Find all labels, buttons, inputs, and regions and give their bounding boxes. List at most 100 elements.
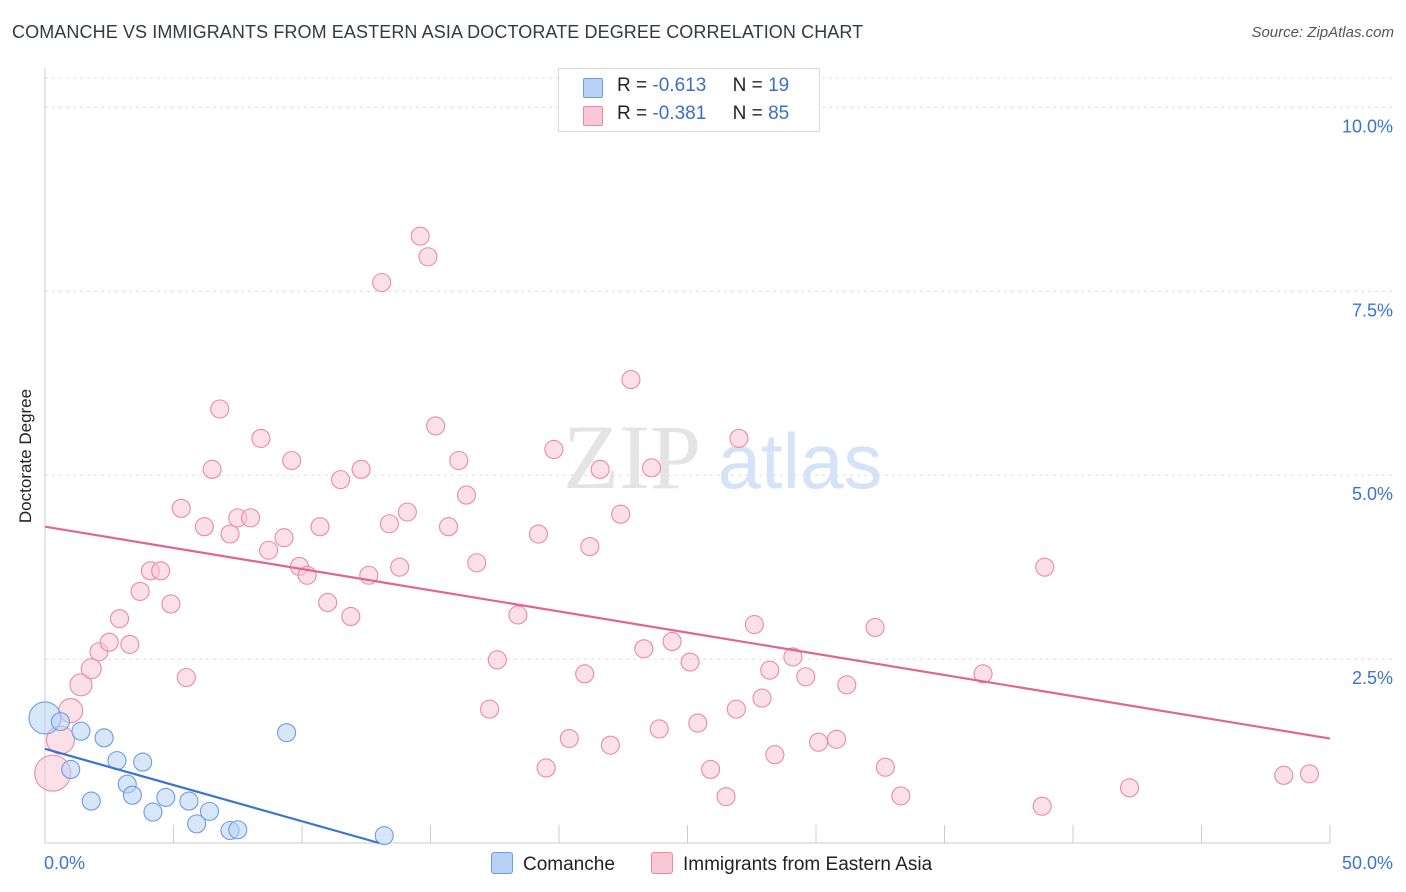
- eastern-asia-point: [318, 592, 338, 613]
- comanche-point: [122, 785, 142, 805]
- eastern-asia-point: [449, 450, 469, 471]
- watermark-zip: ZIP: [563, 406, 701, 508]
- eastern-asia-point: [688, 713, 708, 733]
- legend-r-label: R =: [617, 75, 648, 96]
- eastern-asia-point: [1035, 557, 1055, 577]
- comanche-point: [199, 801, 220, 821]
- eastern-asia-point: [590, 459, 610, 479]
- eastern-asia-point: [891, 786, 911, 806]
- correlation-legend: R = -0.613 N = 19 R = -0.381 N = 85: [558, 68, 820, 132]
- bottom-legend-label-comanche: Comanche: [523, 854, 615, 875]
- eastern-asia-point: [662, 631, 682, 652]
- eastern-asia-point: [865, 617, 885, 638]
- eastern-asia-point: [796, 667, 816, 687]
- eastern-asia-point: [379, 514, 399, 534]
- eastern-asia-point: [729, 428, 749, 448]
- bottom-legend-comanche[interactable]: Comanche: [491, 852, 615, 876]
- eastern-asia-point: [438, 517, 459, 537]
- eastern-asia-point: [241, 508, 261, 528]
- eastern-asia-point: [634, 639, 654, 659]
- eastern-asia-point: [760, 660, 780, 680]
- eastern-asia-point: [259, 540, 279, 560]
- eastern-asia-point: [372, 272, 392, 293]
- eastern-asia-point: [875, 757, 895, 777]
- legend-r-value: -0.613: [652, 75, 707, 96]
- eastern-asia-point: [621, 370, 641, 390]
- eastern-asia-point: [426, 416, 446, 436]
- y-tick-label: 5.0%: [1352, 484, 1393, 504]
- eastern-asia-point: [611, 504, 631, 524]
- eastern-asia-point: [274, 528, 294, 548]
- bottom-legend-swatch-eastern-asia: [651, 852, 673, 874]
- comanche-point: [133, 752, 153, 772]
- legend-n-label: N =: [732, 75, 763, 96]
- eastern-asia-point: [1299, 764, 1319, 784]
- eastern-asia-point: [649, 719, 669, 739]
- legend-r-label: R =: [617, 103, 648, 124]
- eastern-asia-point: [641, 458, 662, 478]
- eastern-asia-point: [528, 524, 548, 544]
- comanche-point: [61, 759, 81, 779]
- eastern-asia-point: [580, 537, 600, 557]
- eastern-asia-point: [390, 557, 410, 577]
- eastern-asia-point: [809, 732, 829, 752]
- eastern-asia-point: [837, 675, 857, 695]
- eastern-asia-point: [744, 614, 764, 635]
- eastern-asia-point: [575, 664, 595, 684]
- eastern-asia-point: [220, 524, 240, 544]
- eastern-asia-point: [487, 650, 507, 670]
- eastern-asia-point: [544, 439, 564, 460]
- watermark: ZIP atlas: [563, 406, 882, 508]
- eastern-asia-point: [680, 652, 700, 672]
- eastern-asia-point: [456, 485, 477, 505]
- chart-title: COMANCHE VS IMMIGRANTS FROM EASTERN ASIA…: [12, 22, 864, 42]
- source-label: Source: ZipAtlas.com: [1251, 24, 1394, 41]
- eastern-asia-point: [120, 634, 140, 654]
- y-tick-label: 7.5%: [1352, 300, 1393, 320]
- grid: [45, 77, 1392, 660]
- eastern-asia-point: [1032, 796, 1052, 816]
- bottom-legend-eastern-asia[interactable]: Immigrants from Eastern Asia: [651, 852, 932, 876]
- eastern-asia-point: [202, 459, 222, 479]
- y-axis-label: Doctorate Degree: [16, 388, 35, 524]
- eastern-asia-point: [99, 632, 119, 652]
- comanche-point: [374, 826, 394, 846]
- eastern-asia-point: [783, 647, 803, 667]
- x-tick-label-min: 0.0%: [44, 853, 85, 873]
- eastern-asia-point: [536, 758, 556, 778]
- comanche-point: [81, 791, 101, 811]
- eastern-asia-point: [1119, 778, 1140, 798]
- eastern-asia-point: [701, 759, 721, 779]
- eastern-asia-point: [973, 664, 993, 684]
- eastern-asia-point: [151, 561, 171, 581]
- eastern-asia-point: [508, 605, 528, 625]
- eastern-asia-point: [827, 729, 847, 749]
- legend-r-value: -0.381: [652, 103, 707, 124]
- legend-n-label: N =: [732, 103, 763, 124]
- eastern-asia-point: [251, 428, 271, 448]
- y-tick-label: 2.5%: [1352, 668, 1393, 688]
- comanche-point: [277, 723, 297, 743]
- eastern-asia-trend-line: [44, 525, 1331, 740]
- comanche-point: [187, 814, 207, 834]
- eastern-asia-point: [69, 673, 93, 697]
- eastern-asia-point: [726, 699, 746, 719]
- eastern-asia-point: [765, 745, 785, 765]
- eastern-asia-point: [194, 517, 214, 537]
- eastern-asia-point: [109, 609, 130, 629]
- legend-swatch-eastern-asia: [583, 106, 603, 126]
- eastern-asia-point: [210, 399, 230, 419]
- eastern-asia-point: [130, 581, 150, 601]
- comanche-point: [179, 791, 199, 811]
- comanche-point: [143, 802, 163, 822]
- eastern-asia-point: [1274, 765, 1294, 785]
- comanche-point: [50, 712, 70, 732]
- eastern-asia-point: [418, 247, 438, 267]
- eastern-asia-point: [752, 688, 772, 708]
- comanche-point: [94, 728, 114, 748]
- eastern-asia-point: [341, 606, 361, 626]
- data-points: [28, 226, 1319, 846]
- y-tick-label: 10.0%: [1342, 116, 1393, 136]
- tick-labels: 2.5% 5.0% 7.5% 10.0% 0.0% 50.0%: [44, 116, 1393, 873]
